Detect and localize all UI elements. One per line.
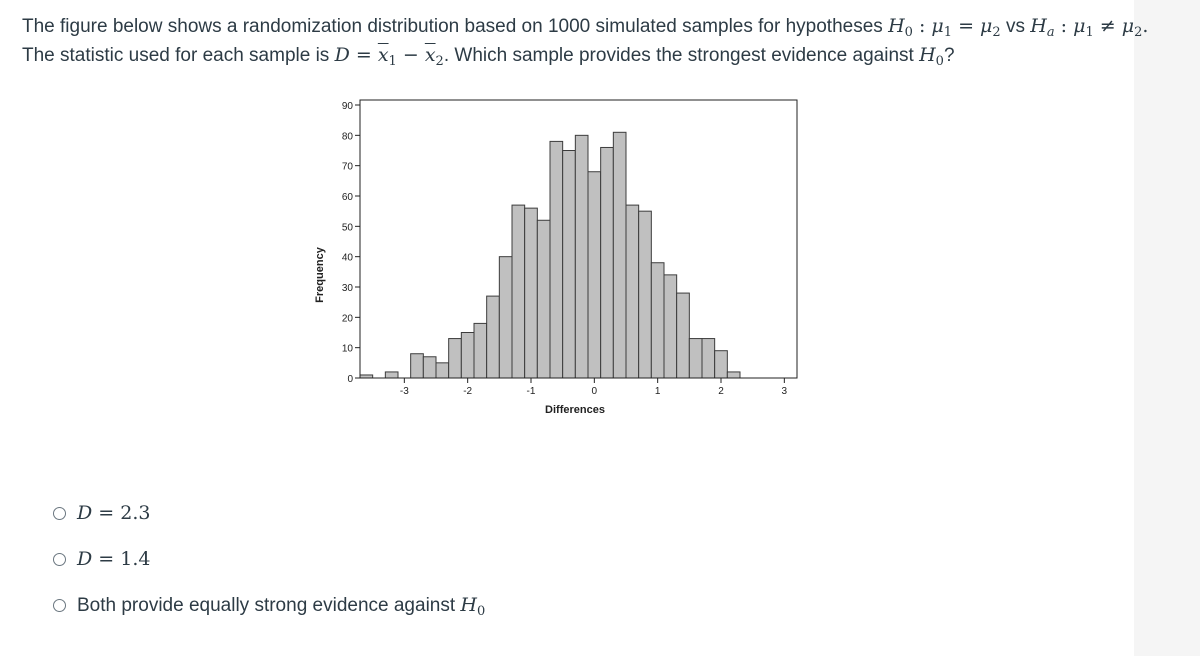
histogram-bar (536, 219, 551, 379)
y-tick-label: 10 (342, 344, 354, 355)
histogram-bar (625, 204, 640, 379)
minus-sign: − (396, 44, 425, 66)
histogram-axes: 0 10 20 30 40 50 60 70 80 90 -3 -2 -1 0 1 2 3 (342, 99, 798, 397)
histogram-bar (638, 210, 652, 379)
option-equal-evidence[interactable]: Both provide equally strong evidence aga… (53, 590, 485, 620)
histogram-bar (650, 262, 665, 379)
histogram-bar (676, 292, 690, 379)
xbar2-symbol: x2 (424, 44, 444, 69)
question-line-1-text: The figure below shows a randomization d… (22, 16, 889, 37)
option-1-label: D = 2.3 (77, 502, 151, 524)
histogram-bar (587, 171, 602, 379)
question-line-2: The statistic used for each sample is D … (22, 44, 955, 69)
histogram-bar (448, 338, 462, 379)
h0-symbol-2: H0 (919, 44, 944, 69)
histogram-bar (663, 274, 678, 379)
histogram-bar (435, 362, 450, 379)
plot-frame (359, 99, 798, 379)
histogram-bar (460, 332, 475, 379)
d-symbol: D (334, 44, 350, 66)
histogram-bar (498, 256, 513, 379)
y-axis-label: Frequency (314, 246, 326, 303)
histogram-bar (422, 356, 437, 379)
histogram-bar (701, 338, 716, 379)
histogram-bar (562, 150, 576, 379)
mu1-symbol-alt: μ1 (1073, 15, 1094, 40)
mu2-symbol: μ2 (980, 15, 1001, 40)
histogram-bar (524, 207, 538, 379)
histogram-bar (726, 371, 741, 379)
x-axis-label: Differences (545, 404, 605, 416)
radio-button-icon[interactable] (53, 506, 66, 520)
y-tick-label: 50 (342, 222, 354, 233)
y-tick-label: 80 (342, 131, 354, 142)
option-d-2-3[interactable]: D = 2.3 (53, 498, 485, 528)
histogram-bar (714, 350, 728, 379)
question-line-2-end: . Which sample provides the strongest ev… (443, 45, 920, 66)
radio-button-icon[interactable] (53, 598, 66, 612)
vs-text: vs (1000, 16, 1031, 37)
radio-button-icon[interactable] (53, 552, 66, 566)
x-tick-label: -3 (400, 386, 409, 397)
question-line-1: The figure below shows a randomization d… (22, 15, 1149, 40)
question-text: The figure below shows a randomization d… (22, 12, 1149, 70)
histogram-bar (473, 322, 488, 379)
y-tick-label: 40 (342, 253, 354, 264)
option-d-1-4[interactable]: D = 1.4 (53, 544, 485, 574)
histogram-bar (384, 371, 399, 379)
option-3-label: Both provide equally strong evidence aga… (77, 593, 486, 619)
x-tick-label: 2 (718, 386, 724, 397)
x-tick-label: 0 (592, 386, 598, 397)
histogram-bar (486, 295, 500, 379)
randomization-histogram: 0 10 20 30 40 50 60 70 80 90 -3 -2 -1 0 1 2 3 Frequency … (305, 95, 810, 425)
answer-options: D = 2.3 D = 1.4 Both provide equally str… (53, 498, 485, 636)
mu1-symbol: μ1 (931, 15, 953, 40)
equals-sign: = (952, 15, 981, 37)
y-tick-label: 20 (342, 313, 354, 324)
y-tick-label: 0 (347, 374, 353, 385)
ha-symbol: Ha (1030, 15, 1055, 40)
mu2-symbol-alt: μ2 (1121, 15, 1143, 40)
page-right-strip (1134, 0, 1200, 656)
option-2-label: D = 1.4 (77, 548, 151, 570)
y-tick-label: 60 (342, 192, 354, 203)
x-tick-label: -2 (463, 386, 472, 397)
x-tick-label: -1 (527, 386, 536, 397)
y-tick-label: 90 (342, 101, 354, 112)
y-tick-label: 30 (342, 283, 354, 294)
histogram-bar (600, 146, 614, 379)
histogram-bar (612, 131, 627, 379)
histogram-bar (549, 140, 564, 379)
histogram-bar (511, 204, 526, 379)
y-tick-label: 70 (342, 162, 354, 173)
h0-symbol: H0 (888, 15, 913, 40)
histogram-bar (688, 338, 703, 379)
histogram-bar (574, 134, 589, 379)
question-line-2-text: The statistic used for each sample is (22, 45, 335, 66)
histogram-bar (410, 353, 424, 379)
x-tick-label: 1 (655, 386, 661, 397)
histogram-bars (359, 131, 741, 379)
x-tick-label: 3 (782, 386, 788, 397)
xbar1-symbol: x1 (377, 44, 397, 69)
not-equal-sign: ≠ (1093, 15, 1122, 37)
